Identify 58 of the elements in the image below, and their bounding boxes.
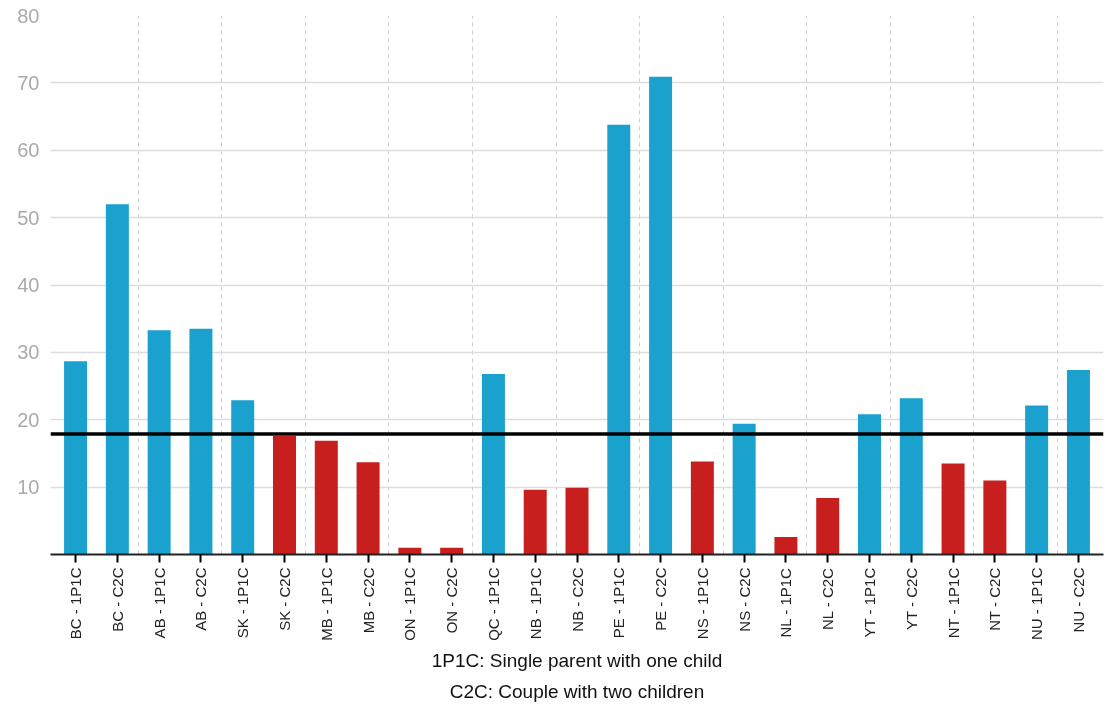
bar [983, 480, 1007, 555]
x-tick-label: YT - 1P1C [861, 567, 878, 638]
x-tick-label: MB - 1P1C [317, 567, 335, 641]
bar [231, 400, 255, 555]
bar [1025, 405, 1049, 555]
x-tick-label: BC - 1P1C [67, 567, 85, 640]
x-tick-label: AB - C2C [192, 567, 210, 631]
x-tick-label: AB - 1P1C [150, 567, 168, 639]
x-tick-label: NL - 1P1C [777, 567, 795, 638]
y-tick-label: 80 [17, 4, 40, 27]
x-tick-label: NU - 1P1C [1028, 567, 1046, 641]
bar [899, 398, 923, 555]
x-tick-label: NS - C2C [735, 567, 753, 632]
text: 1P1C: Single parent with one child [431, 649, 723, 671]
x-tick-label: NB - 1P1C [526, 567, 544, 640]
bar [64, 361, 88, 555]
x-tick-label: PE - 1P1C [610, 567, 628, 639]
bar [105, 204, 129, 555]
x-tick-label: ON - C2C [443, 567, 461, 634]
y-tick-label: 40 [17, 274, 40, 296]
x-tick-label: SK - 1P1C [234, 567, 252, 639]
bar [523, 489, 547, 555]
bar [649, 76, 673, 555]
bar [273, 435, 296, 555]
x-tick-label: QC - 1P1C [484, 567, 502, 641]
y-tick-label: 30 [17, 341, 40, 364]
bar [858, 414, 881, 555]
bar [565, 487, 589, 555]
x-tick-label: NU - C2C [1069, 567, 1087, 633]
bar [189, 328, 213, 555]
x-tick-label: BC - C2C [108, 567, 126, 632]
bar [481, 373, 505, 555]
x-tick-label: NT - 1P1C [944, 567, 962, 639]
x-tick-label: MB - C2C [359, 567, 377, 634]
x-tick-label: NT - C2C [986, 567, 1004, 631]
bar [356, 462, 380, 555]
bar [941, 463, 965, 555]
bar [1066, 369, 1090, 555]
x-tick-label: NS - 1P1C [693, 567, 711, 640]
y-tick-label: 10 [17, 476, 40, 499]
bar [732, 423, 756, 555]
bar [816, 497, 840, 555]
text: C2C: Couple with two children [449, 680, 705, 702]
y-tick-label: 50 [17, 206, 40, 229]
bar [774, 536, 798, 555]
y-tick-label: 60 [17, 139, 40, 162]
x-tick-label: YT - C2C [902, 567, 920, 630]
x-tick-label: PE - C2C [652, 567, 670, 631]
y-tick-label: 20 [17, 408, 40, 431]
y-tick-label: 70 [17, 71, 40, 94]
x-tick-label: ON - 1P1C [401, 567, 419, 641]
x-tick-label: SK - C2C [276, 567, 293, 631]
bar [690, 461, 714, 555]
bar [607, 124, 631, 555]
x-tick-label: NB - C2C [568, 567, 586, 632]
bar [314, 440, 338, 555]
bar [147, 330, 171, 555]
x-tick-label: NL - C2C [819, 567, 837, 631]
